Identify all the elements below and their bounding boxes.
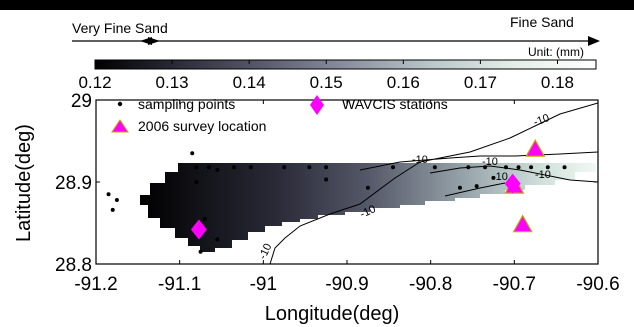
x-tick-label: -90.8 xyxy=(409,274,452,295)
sampling-point xyxy=(516,165,521,170)
x-tick-label: -91.1 xyxy=(158,274,201,295)
sampling-point xyxy=(324,177,329,182)
colorbar-tick-label: 0.15 xyxy=(310,73,343,92)
legend-label: sampling points xyxy=(138,96,235,112)
sampling-point xyxy=(503,165,508,170)
legend-label: 2006 survey location xyxy=(138,118,266,134)
colorbar-tick-label: 0.13 xyxy=(156,73,189,92)
sampling-point xyxy=(106,192,111,197)
sampling-point xyxy=(190,151,195,156)
x-tick-label: -90.9 xyxy=(325,274,368,295)
wavcis-station-marker xyxy=(504,173,521,194)
sampling-point xyxy=(432,165,437,170)
sampling-point xyxy=(307,165,312,170)
contour-label: -10 xyxy=(492,171,508,183)
sampling-point xyxy=(457,185,462,190)
colorbar-tick-label: 0.16 xyxy=(387,73,420,92)
legend-diamond-marker xyxy=(310,95,324,115)
sampling-point xyxy=(110,207,115,212)
sampling-point xyxy=(194,165,199,170)
colorbar-tick-label: 0.17 xyxy=(464,73,497,92)
legend-label: WAVCIS stations xyxy=(342,96,448,112)
colorbar-unit-label: Unit: (mm) xyxy=(528,45,584,59)
sampling-point xyxy=(215,167,220,172)
sampling-point xyxy=(529,165,534,170)
contour-label: -10 xyxy=(412,154,428,166)
sampling-point xyxy=(324,165,329,170)
contour-label: -10 xyxy=(482,156,498,168)
contour-label: -10 xyxy=(535,169,551,181)
y-tick-label: 28.9 xyxy=(55,173,92,194)
x-tick-label: -91 xyxy=(250,274,277,295)
sampling-point xyxy=(391,165,396,170)
sampling-point xyxy=(206,165,211,170)
sampling-point xyxy=(114,198,119,203)
colorbar-tick-label: 0.12 xyxy=(78,73,111,92)
y-axis-label: Latitude(deg) xyxy=(13,124,35,242)
sampling-point xyxy=(232,165,237,170)
y-tick-label: 28.8 xyxy=(55,255,92,276)
grain-size-scale: Very Fine Sand Fine Sand Unit: (mm) xyxy=(72,14,600,59)
sampling-point xyxy=(466,165,471,170)
y-tick-label: 29 xyxy=(71,91,92,112)
sampling-point xyxy=(365,185,370,190)
sampling-point xyxy=(215,237,220,242)
sampling-point xyxy=(474,184,479,189)
survey-2006-marker xyxy=(512,214,533,233)
x-tick-label: -90.7 xyxy=(493,274,536,295)
sampling-point xyxy=(194,180,199,184)
sampling-point xyxy=(545,165,550,170)
x-tick-label: -91.2 xyxy=(74,274,117,295)
colorbar-tick-label: 0.14 xyxy=(233,73,266,92)
sampling-point xyxy=(282,165,287,170)
scale-left-label: Very Fine Sand xyxy=(72,20,168,36)
x-tick-label: -90.6 xyxy=(576,274,619,295)
top-border-bar xyxy=(0,0,634,10)
sampling-point xyxy=(248,165,253,170)
colorbar: 0.12 0.13 0.14 0.15 0.16 0.17 0.18 xyxy=(78,59,597,92)
scale-right-label: Fine Sand xyxy=(510,14,574,30)
x-axis-label: Longitude(deg) xyxy=(265,303,400,325)
contour-label: -10 xyxy=(532,112,551,129)
grain-size-heatmap xyxy=(140,163,596,252)
sampling-point xyxy=(483,165,488,170)
plot-area: -10 -10 -10 -10 -10 -10 -10 -91.2 -91.1 -9… xyxy=(55,91,620,295)
scale-arrow-head-right xyxy=(588,36,600,46)
sampling-point xyxy=(198,249,203,254)
sampling-point xyxy=(562,165,567,170)
depth-contour-lines xyxy=(269,102,598,264)
legend-dot-marker xyxy=(117,101,123,107)
legend: sampling points WAVCIS stations 2006 sur… xyxy=(111,95,448,134)
sampling-point xyxy=(202,216,207,221)
scale-boundary-arrow-right xyxy=(148,37,160,45)
legend-triangle-marker xyxy=(111,119,129,133)
wavcis-station-marker xyxy=(190,219,207,240)
survey-2006-marker xyxy=(525,138,546,157)
sampling-point xyxy=(491,175,496,180)
colorbar-tick-label: 0.18 xyxy=(541,73,574,92)
colorbar-ramp xyxy=(94,59,597,70)
